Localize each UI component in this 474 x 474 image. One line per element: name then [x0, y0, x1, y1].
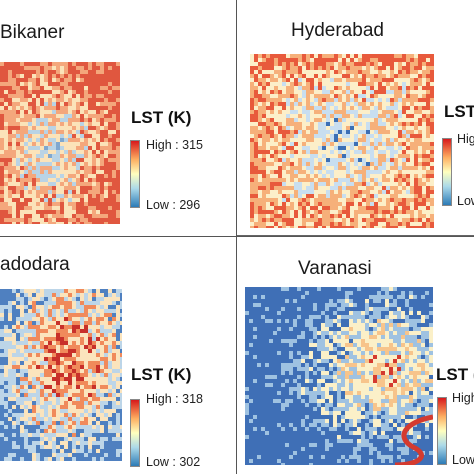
panel-title-hyderabad: Hyderabad [291, 20, 384, 41]
panel-hyderabad: Hyderabad LST High Low [237, 0, 474, 236]
color-ramp [442, 138, 452, 206]
panel-divider-horizontal [0, 236, 474, 237]
lst-map-hyderabad [250, 54, 434, 228]
panel-frame-top-right [237, 0, 474, 236]
legend-title: LST (K) [131, 108, 192, 127]
legend-title: LST [444, 102, 474, 121]
legend-high-label: High : 318 [146, 392, 203, 406]
legend-high-label: High [452, 391, 474, 405]
river-feature [394, 414, 433, 465]
panel-bikaner: Bikaner LST (K) High : 315 Low : 296 [0, 0, 236, 236]
panel-title-varanasi: Varanasi [298, 258, 372, 279]
lst-map-bikaner [0, 62, 120, 224]
panel-title-vadodara: adodara [0, 254, 70, 275]
legend-low-label: Low : 302 [146, 455, 201, 469]
legend-low-label: Low [452, 453, 474, 467]
panel-vadodara: adodara LST (K) High : 318 Low : 302 [0, 237, 236, 474]
lst-map-varanasi-image [245, 287, 433, 465]
color-ramp [130, 140, 140, 208]
legend-low-label: Low : 296 [146, 198, 201, 212]
legend-title: LST ( [436, 365, 474, 384]
panel-varanasi: Varanasi LST ( High Low [237, 237, 474, 474]
legend-title: LST (K) [131, 365, 192, 384]
lst-map-vadodara-image [0, 289, 122, 461]
lst-map-vadodara [0, 289, 122, 461]
legend-high-label: High : 315 [146, 138, 203, 152]
color-ramp [437, 397, 447, 465]
panel-divider-vertical [236, 0, 237, 474]
lst-map-varanasi [245, 287, 433, 465]
legend-high-label: High [457, 132, 474, 146]
color-ramp [130, 399, 140, 467]
lst-map-bikaner-image [0, 62, 120, 224]
lst-map-hyderabad-image [250, 54, 434, 228]
legend-low-label: Low [457, 194, 474, 208]
panel-title-bikaner: Bikaner [0, 22, 65, 43]
